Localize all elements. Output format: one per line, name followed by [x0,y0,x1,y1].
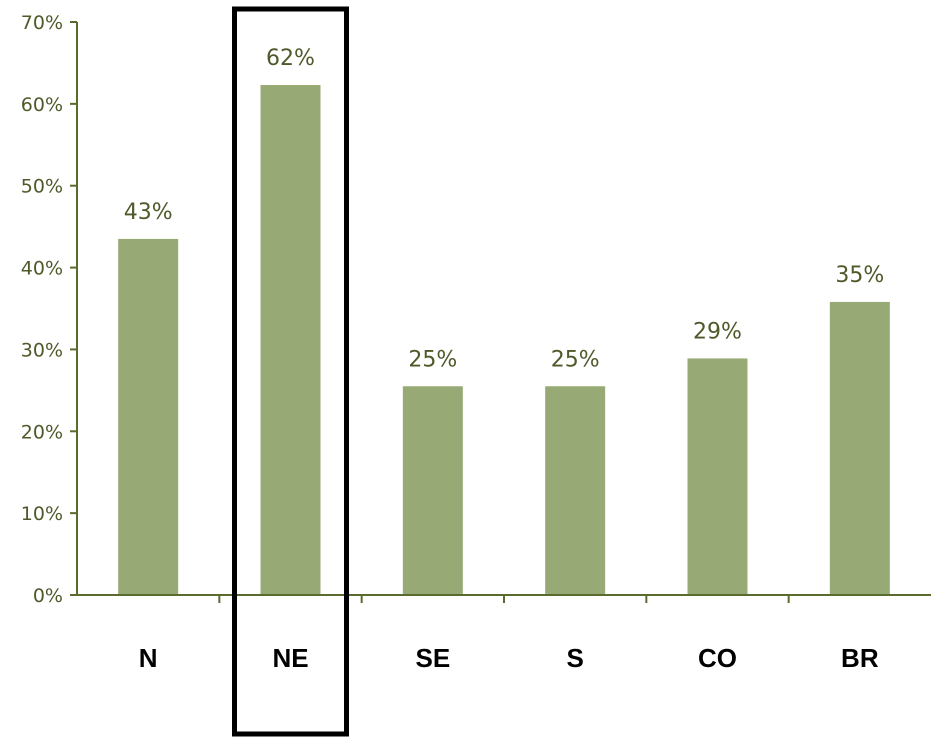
y-tick-label: 20% [21,421,63,443]
category-label-ne: NE [272,643,308,673]
y-tick-label: 70% [21,12,63,34]
data-label-n: 43% [124,200,173,225]
y-tick-label: 40% [21,258,63,280]
data-label-co: 29% [693,319,742,344]
x-axis-labels: N NE SE S CO BR [139,643,879,673]
bar-se [402,386,463,595]
bar-s [545,386,606,595]
y-axis-ticks: 0% 10% 20% 30% 40% 50% 60% 70% [21,12,77,607]
bar-co [687,358,748,595]
y-tick-label: 0% [33,585,63,607]
category-label-br: BR [841,643,879,673]
category-label-co: CO [698,643,737,673]
highlight-box [232,6,349,737]
bars [118,85,890,595]
bar-br [829,301,890,595]
category-label-n: N [139,643,158,673]
y-tick-label: 10% [21,503,63,525]
category-label-s: S [566,643,583,673]
data-label-se: 25% [408,347,457,372]
x-axis-ticks [218,595,790,603]
data-label-s: 25% [551,347,600,372]
y-tick-label: 50% [21,176,63,198]
bar-n [118,238,179,595]
bar-ne [260,85,321,595]
data-labels: 43% 62% 25% 25% 29% 35% [124,46,885,372]
data-label-br: 35% [835,263,884,288]
y-tick-label: 60% [21,94,63,116]
data-label-ne: 62% [266,46,315,71]
category-label-se: SE [415,643,450,673]
y-tick-label: 30% [21,339,63,361]
